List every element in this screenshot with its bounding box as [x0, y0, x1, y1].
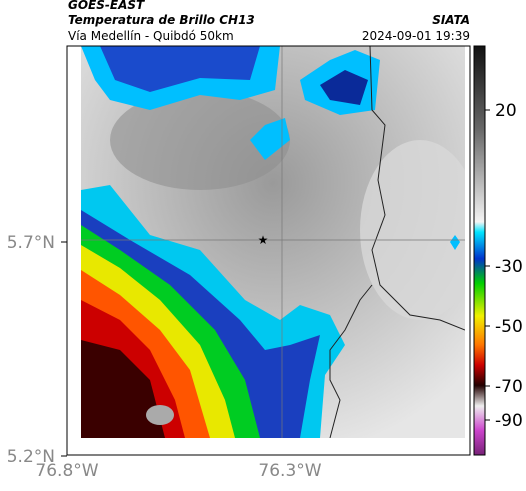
subtitle: Vía Medellín - Quibdó 50km: [68, 29, 234, 43]
svg-text:★: ★: [258, 233, 269, 247]
imagery: ★: [81, 46, 465, 438]
source: GOES-EAST: [68, 0, 145, 12]
colorbar: [473, 45, 486, 456]
map-frame: [66, 45, 471, 456]
colorbar-tick-label: -30: [495, 257, 523, 277]
lat-label: 5.7°N: [7, 233, 55, 253]
colorbar-tick-label: 20: [495, 101, 517, 121]
timestamp: 2024-09-01 19:39: [362, 29, 470, 43]
title: Temperatura de Brillo CH13: [68, 13, 255, 27]
colorbar-tick-label: -70: [495, 377, 523, 397]
colorbar-tick-label: -90: [495, 411, 523, 431]
brand: SIATA: [432, 13, 470, 27]
colorbar-tick-label: -50: [495, 317, 523, 337]
lat-label: 5.2°N: [7, 447, 55, 467]
lon-label: 76.8°W: [35, 461, 98, 481]
lon-label: 76.3°W: [258, 461, 321, 481]
